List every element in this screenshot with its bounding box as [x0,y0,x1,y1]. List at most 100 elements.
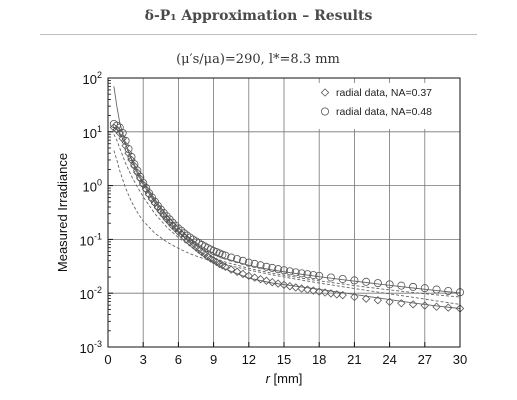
data-point-diamond [141,185,151,194]
data-point-diamond [397,299,406,308]
y-tick-label: 10-1 [80,231,102,248]
x-tick-label: 18 [312,352,326,367]
data-point-diamond [244,271,253,281]
data-point-circle [238,256,247,265]
x-tick-label: 3 [140,352,147,367]
data-point-diamond [303,285,312,294]
x-tick-label: 9 [210,352,217,367]
data-point-circle [291,268,300,277]
data-point-diamond [268,278,277,287]
data-point-circle [297,269,306,278]
data-point-diamond [338,290,347,300]
data-point-circle [118,128,127,137]
data-point-circle [145,189,154,198]
data-point-circle [350,276,359,285]
model-curve-dashed [113,150,461,305]
x-tick-label: 6 [175,352,182,367]
data-point-diamond [133,168,142,177]
data-point-diamond [136,174,145,183]
data-point-diamond [256,275,265,284]
axis-ticks: 0 3 6 9 12 15 18 21 24 27 30 10-3 10-2 10-1 100 101 102 [80,70,468,367]
x-axis-label-symbol: r [266,371,271,386]
data-point-diamond [127,155,136,165]
data-point-diamond [232,267,242,276]
data-point-diamond [221,262,230,271]
data-point-diamond [373,296,383,305]
data-point-circle [315,271,324,280]
data-point-circle [186,233,195,242]
data-point-circle [171,221,180,230]
data-point-diamond [115,128,124,138]
data-point-circle [180,229,189,238]
data-point-diamond [385,297,394,307]
data-points [109,119,465,313]
data-point-circle [256,261,265,270]
data-point-circle [124,144,133,153]
data-point-circle [420,284,429,293]
x-tick-label: 24 [382,352,396,367]
data-point-circle [373,279,382,288]
data-point-diamond [291,283,300,292]
data-point-diamond [159,211,168,220]
y-tick-label: 10-3 [80,339,102,356]
model-curve-dashed [113,134,461,298]
x-tick-label: 0 [104,352,111,367]
data-point-circle [250,259,259,268]
x-tick-label: 27 [418,352,432,367]
data-point-circle [130,160,139,169]
data-point-diamond [238,269,248,279]
data-point-circle [279,266,288,275]
y-tick-label: 102 [83,70,102,87]
x-tick-label: 30 [453,352,467,367]
data-point-diamond [227,265,236,274]
data-point-circle [338,274,347,283]
chart-subtitle: (μ′s/μa)=290, l*=8.3 mm [176,52,340,67]
data-point-circle [385,280,394,289]
data-point-circle [127,153,136,162]
data-point-diamond [444,303,453,312]
y-axis-label: Measured Irradiance [55,153,70,272]
data-point-circle [409,282,418,291]
data-point-circle [303,270,312,279]
data-point-circle [268,263,277,272]
data-point-circle [183,231,192,240]
data-point-circle [121,136,130,145]
data-point-circle [362,277,371,286]
data-point-circle [177,226,186,235]
data-point-diamond [262,276,271,285]
data-point-diamond [315,287,324,296]
data-point-circle [397,281,406,290]
data-point-circle [274,265,283,274]
data-point-diamond [273,279,283,288]
data-point-diamond [250,273,259,282]
chart-title: δ-P₁ Approximation – Results [144,8,373,24]
data-point-circle [139,178,148,187]
data-point-circle [147,193,156,202]
legend-marker-circle [320,107,329,116]
title-divider [40,34,477,35]
x-tick-label: 15 [277,352,291,367]
data-point-diamond [297,284,306,293]
x-axis-label-unit: [mm] [270,371,303,386]
data-point-circle [244,258,253,267]
data-point-diamond [279,280,289,290]
data-point-circle [150,197,159,206]
data-point-diamond [285,282,295,291]
x-tick-label: 12 [242,352,256,367]
legend: radial data, NA=0.37 radial data, NA=0.48 [316,83,452,129]
model-curve-solid [113,127,461,294]
data-point-diamond [432,302,441,311]
y-tick-label: 10-2 [80,285,102,302]
data-point-diamond [408,300,418,309]
y-tick-label: 101 [83,124,102,141]
data-point-circle [444,286,453,295]
data-point-diamond [139,180,148,189]
data-point-diamond [320,288,330,297]
legend-label: radial data, NA=0.48 [336,106,432,118]
data-point-circle [432,285,441,294]
data-point-diamond [130,161,139,171]
data-point-circle [326,273,335,282]
data-point-diamond [420,301,429,310]
data-point-circle [227,253,236,262]
